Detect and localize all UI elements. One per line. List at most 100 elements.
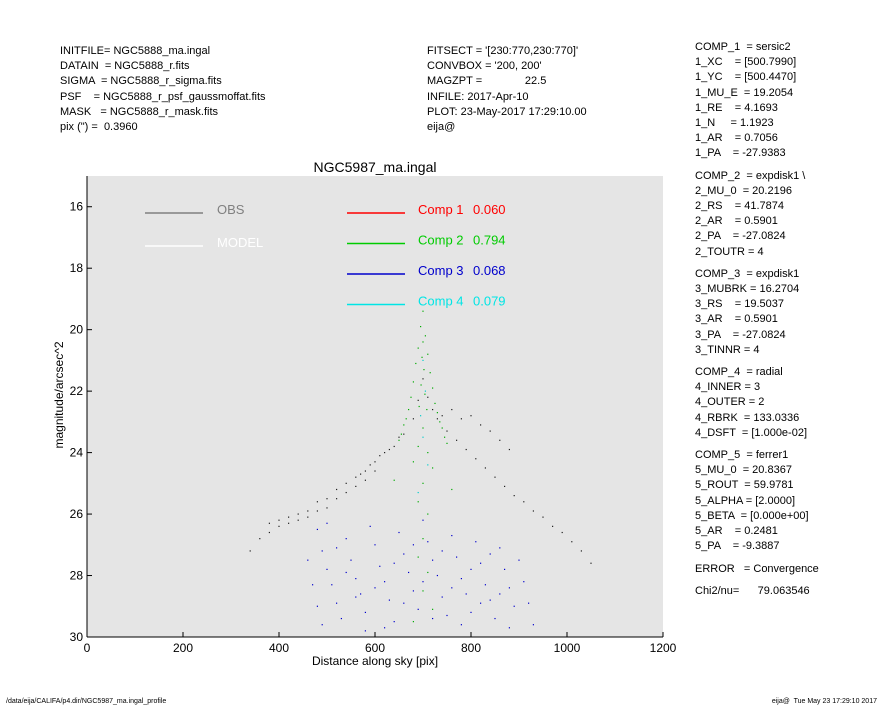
footer-path: /data/eija/CALIFA/p4.dir/NGC5987_ma.inga… — [6, 698, 167, 705]
data-point — [422, 436, 424, 438]
data-point — [312, 584, 314, 586]
data-point — [523, 501, 525, 503]
param-line: 3_RS = 19.5037 — [695, 298, 784, 311]
data-point — [400, 433, 402, 435]
data-point — [444, 436, 446, 438]
data-point — [424, 335, 426, 337]
data-point — [412, 461, 414, 463]
data-point — [417, 399, 419, 401]
data-point — [398, 439, 400, 441]
info-line: pix (") = 0.3960 — [60, 121, 138, 134]
data-point — [441, 427, 443, 429]
y-tick-label: 22 — [70, 384, 84, 398]
param-line: 1_PA = -27.9383 — [695, 147, 786, 160]
data-point — [446, 614, 448, 617]
data-point — [412, 418, 414, 420]
data-point — [388, 599, 390, 601]
x-tick-label: 400 — [269, 641, 289, 655]
data-point — [268, 531, 270, 534]
data-point — [412, 381, 414, 383]
data-point — [379, 455, 381, 457]
data-point — [288, 522, 290, 524]
data-point — [518, 559, 520, 561]
param-line: 2_TOUTR = 4 — [695, 245, 764, 258]
data-point — [412, 621, 414, 623]
data-point — [422, 581, 424, 583]
data-point — [374, 461, 376, 463]
data-point — [307, 516, 309, 518]
y-tick-label: 30 — [70, 630, 84, 644]
data-point — [513, 605, 515, 607]
header-left-info: INITFILE= NGC5888_ma.ingal DATAIN = NGC58… — [60, 44, 266, 135]
data-point — [470, 611, 472, 614]
data-point — [364, 611, 366, 614]
data-point — [297, 519, 299, 521]
data-point — [451, 408, 453, 411]
x-axis-label: Distance along sky [pix] — [312, 654, 438, 668]
legend-label: Comp 1 — [418, 202, 464, 217]
data-point — [432, 408, 434, 411]
param-line: 1_AR = 0.7056 — [695, 132, 778, 145]
data-point — [480, 602, 482, 604]
x-tick-label: 600 — [365, 641, 385, 655]
param-line: 5_AR = 0.2481 — [695, 525, 778, 538]
data-point — [364, 630, 366, 632]
data-point — [350, 559, 352, 561]
data-point — [321, 624, 323, 626]
data-point — [427, 353, 429, 355]
x-tick-label: 200 — [173, 641, 193, 655]
data-point — [420, 415, 422, 417]
param-line: 4_INNER = 3 — [695, 381, 761, 394]
data-point — [384, 627, 386, 629]
data-point — [465, 448, 467, 451]
data-point — [278, 519, 280, 521]
data-point — [432, 467, 434, 469]
data-point — [316, 528, 318, 531]
data-point — [326, 498, 328, 500]
legend-value: 0.794 — [473, 233, 506, 248]
data-point — [336, 547, 338, 549]
info-line: SIGMA = NGC5888_r_sigma.fits — [60, 75, 222, 88]
info-line: MAGZPT = 22.5 — [427, 75, 547, 88]
data-point — [441, 415, 443, 417]
data-point — [288, 516, 290, 518]
data-point — [326, 568, 328, 570]
data-point — [420, 384, 422, 386]
data-point — [499, 547, 501, 549]
header-mid-info: FITSECT = '[230:770,230:770]' CONVBOX = '… — [427, 44, 587, 135]
footer-timestamp: eija@ Tue May 23 17:29:10 2017 — [771, 698, 877, 705]
data-point — [417, 347, 419, 349]
chart-title: NGC5987_ma.ingal — [314, 159, 437, 175]
data-point — [393, 621, 395, 623]
data-point — [427, 452, 429, 454]
data-point — [393, 562, 395, 564]
data-point — [417, 556, 419, 558]
legend-label: Comp 2 — [418, 233, 464, 248]
x-tick-label: 1200 — [650, 641, 677, 655]
data-point — [417, 501, 419, 503]
data-point — [432, 617, 434, 620]
data-point — [422, 519, 424, 521]
param-line: 1_XC = [500.7990] — [695, 56, 797, 69]
y-tick-label: 24 — [70, 446, 84, 460]
data-point — [508, 448, 510, 451]
data-point — [393, 445, 395, 448]
param-line: ERROR = Convergence — [695, 562, 819, 575]
data-point — [355, 476, 357, 478]
data-point — [504, 485, 506, 488]
data-point — [316, 605, 318, 607]
param-line: 4_OUTER = 2 — [695, 396, 765, 409]
y-tick-label: 18 — [70, 261, 84, 275]
x-tick-label: 1000 — [554, 641, 581, 655]
param-line: 4_DSFT = [1.000e-02] — [695, 426, 808, 439]
data-point — [360, 473, 362, 475]
data-point — [561, 531, 563, 534]
data-point — [422, 427, 424, 429]
param-line: 1_RE = 4.1693 — [695, 101, 778, 114]
info-line: CONVBOX = '200, 200' — [427, 60, 542, 73]
data-point — [374, 587, 376, 589]
data-point — [364, 479, 366, 481]
legend: OBS MODEL Comp 1 0.060 Comp 2 0.794 Comp 3 0.06… — [145, 202, 506, 309]
data-point — [508, 587, 510, 589]
